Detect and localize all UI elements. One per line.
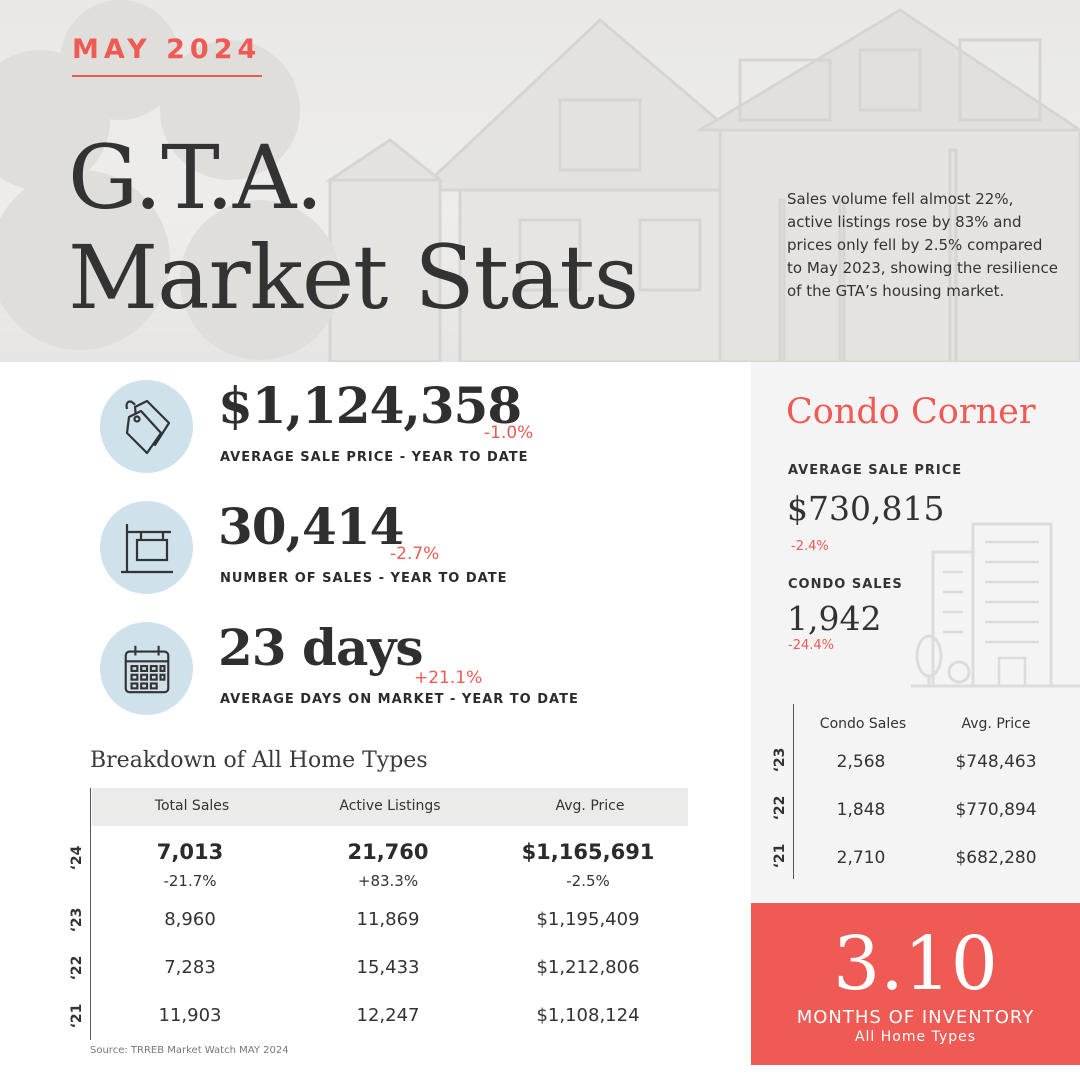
table-cell: 21,760 [347,840,429,864]
stat-days-on-market: 23 days +21.1% AVERAGE DAYS ON MARKET - … [100,618,620,718]
intro-text: Sales volume fell almost 22%, active lis… [787,190,1059,300]
row-year: ‘24 [69,845,85,871]
condo-avg-price-label: AVERAGE SALE PRICE [788,463,963,478]
hero-banner: MAY 2024 G.T.A. Market Stats Sales volum… [0,0,1080,362]
table-cell-change: +83.3% [357,872,419,890]
stat-change: -2.7% [390,544,440,564]
inventory-value: 3.10 [833,921,998,1007]
table-cell: 1,848 [836,800,886,820]
stat-number-of-sales: 30,414 -2.7% NUMBER OF SALES - YEAR TO D… [100,497,620,597]
table-cell: $1,195,409 [536,909,640,930]
table-cell: 11,869 [356,909,420,930]
table-cell: $682,280 [955,848,1037,868]
calendar-icon [100,622,193,715]
stat-value: 30,414 [218,497,404,556]
table-divider [90,788,91,1040]
condo-table-divider [793,704,794,879]
sale-sign-icon [100,501,193,594]
inventory-sublabel: All Home Types [854,1029,977,1045]
house-background-image [0,0,1080,362]
stat-label: AVERAGE SALE PRICE - YEAR TO DATE [220,450,529,465]
breakdown-table: Total Sales Active Listings Avg. Price ‘… [69,788,688,1040]
table-cell: $748,463 [955,752,1037,772]
column-header: Total Sales [154,798,230,814]
column-header: Avg. Price [555,798,625,814]
month-underline [72,75,262,77]
condo-avg-price-value: $730,815 [787,489,945,528]
price-tag-icon [100,380,193,473]
breakdown-title: Breakdown of All Home Types [90,748,428,773]
column-header: Avg. Price [961,716,1031,732]
table-header: Total Sales Active Listings Avg. Price [92,788,688,826]
table-cell: 7,283 [164,957,216,978]
table-cell: $1,212,806 [536,957,640,978]
source-note: Source: TRREB Market Watch MAY 2024 [90,1045,289,1056]
table-cell: 15,433 [356,957,420,978]
page-title: G.T.A. Market Stats [68,126,639,329]
months-of-inventory-panel: 3.10 MONTHS OF INVENTORY All Home Types [751,903,1080,1065]
stat-value: 23 days [218,618,424,677]
row-year: ‘21 [772,843,788,869]
condo-sales-value: 1,942 [787,599,882,638]
table-cell: 11,903 [158,1005,222,1026]
stat-change: +21.1% [414,668,483,688]
stat-change: -1.0% [484,423,534,443]
column-header: Condo Sales [819,716,907,732]
row-year: ‘22 [772,795,788,821]
condo-corner-panel: Condo Corner AVERAGE SALE PRICE $730,815… [751,362,1080,902]
table-cell: 2,568 [836,752,886,772]
stat-label: NUMBER OF SALES - YEAR TO DATE [220,571,508,586]
table-cell-change: -2.5% [566,872,610,890]
table-cell: $1,108,124 [536,1005,640,1026]
table-cell: $1,165,691 [521,840,655,864]
title-line-2: Market Stats [68,226,639,329]
title-line-1: G.T.A. [68,126,323,229]
report-month: MAY 2024 [72,34,262,65]
table-cell-change: -21.7% [163,872,217,890]
row-year: ‘22 [69,955,85,981]
condo-sales-change: -24.4% [788,638,834,653]
stat-label: AVERAGE DAYS ON MARKET - YEAR TO DATE [220,692,579,707]
stat-average-sale-price: $1,124,358 -1.0% AVERAGE SALE PRICE - YE… [100,376,620,476]
row-year: ‘21 [69,1003,85,1029]
table-cell: 7,013 [156,840,224,864]
buildings-icon [911,522,1080,688]
table-cell: 2,710 [836,848,886,868]
table-cell: 12,247 [356,1005,420,1026]
row-year: ‘23 [69,907,85,933]
inventory-label: MONTHS OF INVENTORY [796,1007,1035,1028]
column-header: Active Listings [339,798,441,814]
condo-avg-price-change: -2.4% [791,539,829,554]
table-cell: $770,894 [955,800,1037,820]
table-cell: 8,960 [164,909,216,930]
row-year: ‘23 [772,747,788,773]
condo-sales-label: CONDO SALES [788,577,903,592]
stat-value: $1,124,358 [218,376,522,435]
condo-corner-title: Condo Corner [786,392,1036,432]
